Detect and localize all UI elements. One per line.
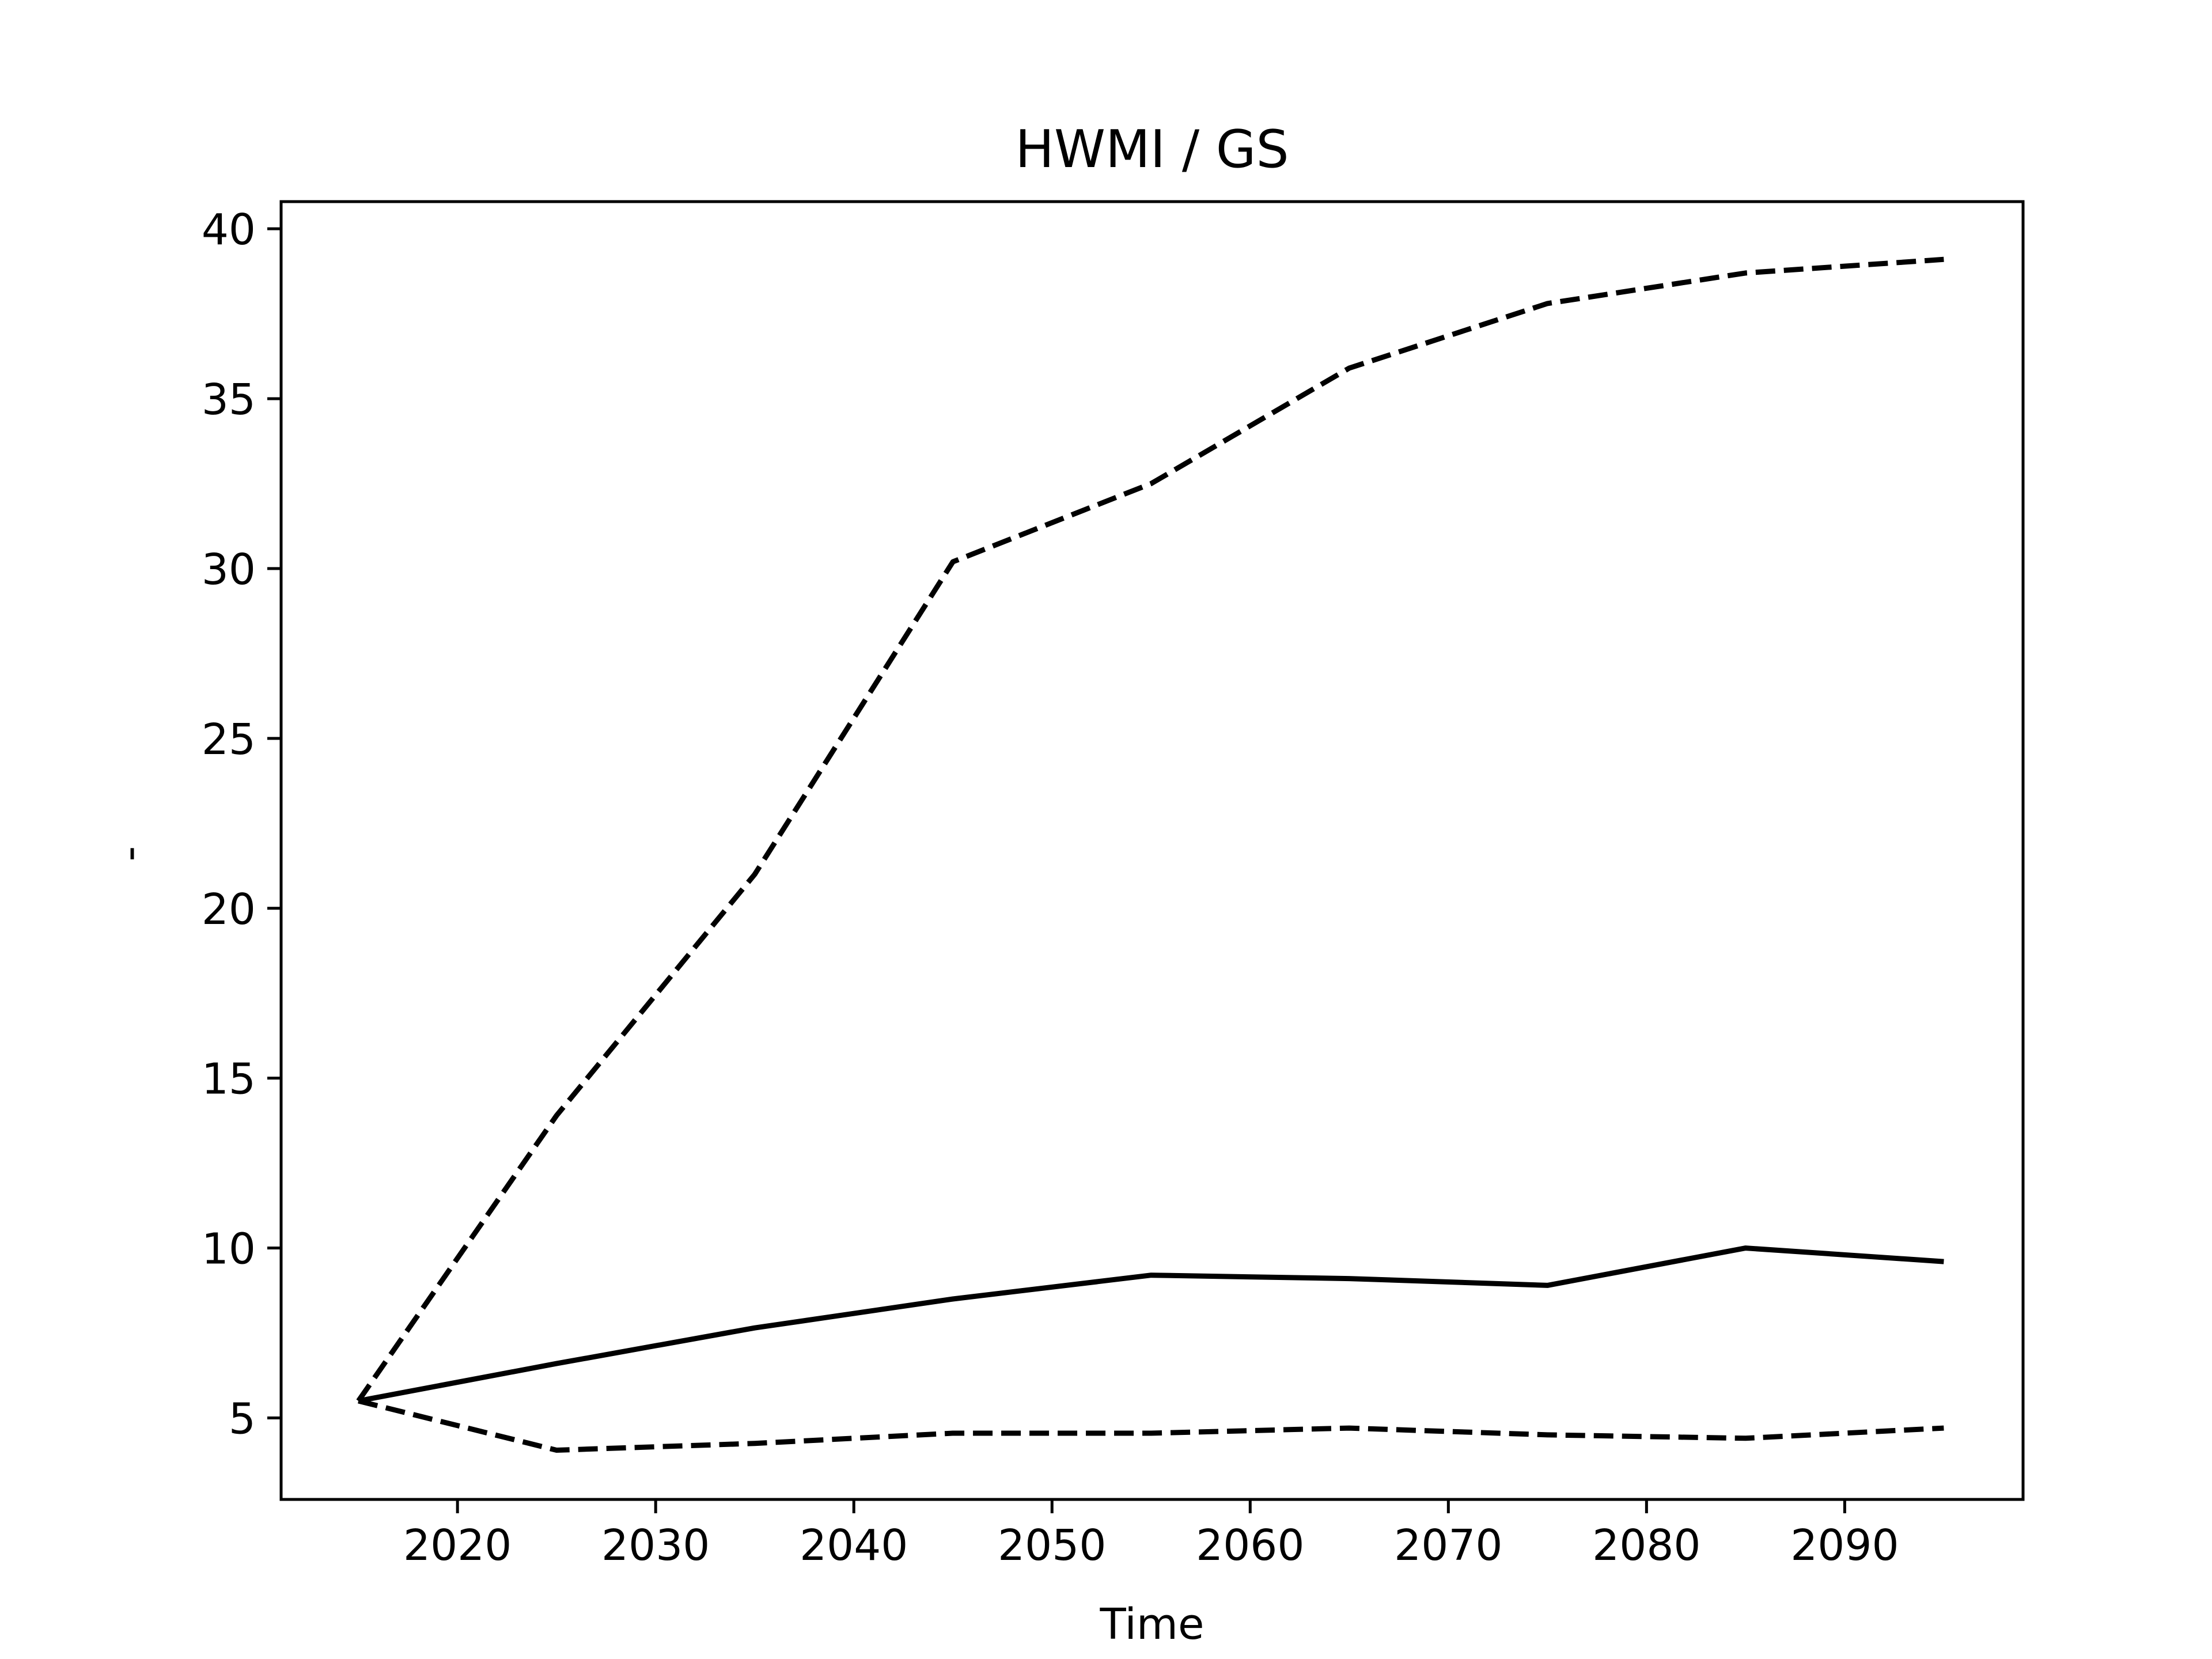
x-tick-label-2090: 2090: [1790, 1521, 1899, 1570]
x-axis-label: Time: [1099, 1600, 1204, 1649]
y-tick-label-40: 40: [202, 205, 256, 255]
x-axis: 2020 2030 2040 2050 2060 2070 2080 2090: [403, 1499, 1899, 1570]
y-axis: 5 10 15 20 25 30 35 40: [202, 205, 281, 1444]
plot-frame: [279, 200, 2025, 1501]
y-tick-label-25: 25: [202, 715, 256, 764]
y-tick-label-35: 35: [202, 375, 256, 425]
x-tick-label-2040: 2040: [800, 1521, 908, 1570]
x-tick-label-2080: 2080: [1592, 1521, 1700, 1570]
x-tick-label-2030: 2030: [601, 1521, 710, 1570]
x-tick-label-2050: 2050: [998, 1521, 1106, 1570]
y-tick-label-30: 30: [202, 545, 256, 594]
y-tick-label-5: 5: [229, 1394, 256, 1444]
series-line-3: [358, 1398, 1944, 1453]
chart-title: HWMI / GS: [1015, 119, 1289, 180]
y-tick-label-15: 15: [202, 1055, 256, 1104]
y-axis-label: -: [105, 846, 154, 862]
x-tick-label-2070: 2070: [1394, 1521, 1502, 1570]
series-layer: [356, 256, 1944, 1453]
x-tick-label-2060: 2060: [1196, 1521, 1304, 1570]
series-line-2: [356, 256, 1944, 1403]
series-line-1: [358, 1245, 1944, 1404]
y-tick-label-20: 20: [202, 885, 256, 934]
x-tick-label-2020: 2020: [403, 1521, 512, 1570]
y-tick-label-10: 10: [202, 1225, 256, 1274]
